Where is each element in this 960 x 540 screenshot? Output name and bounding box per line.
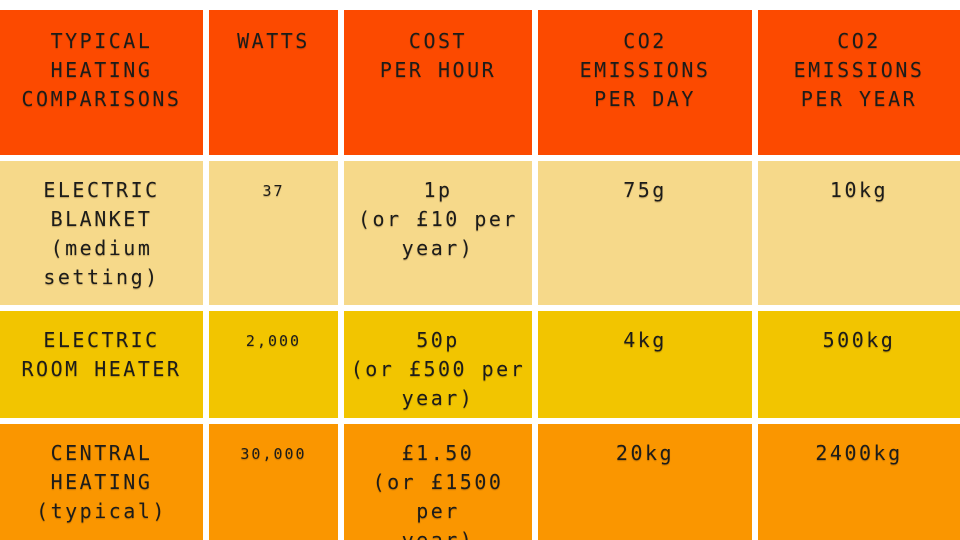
row-electric-blanket-watts: 37 (209, 161, 338, 305)
row-electric-room-heater-watts: 2,000 (209, 311, 338, 418)
row-central-heating-co2-per-year: 2400kg (758, 424, 960, 540)
row-electric-room-heater-cost-per-hour: 50p (or £500 per year) (344, 311, 532, 418)
header-cell-co2-emissions-per-day: CO2 EMISSIONS PER DAY (538, 10, 752, 155)
row-electric-room-heater-co2-per-day: 4kg (538, 311, 752, 418)
header-cell-cost-per-hour: COST PER HOUR (344, 10, 532, 155)
row-electric-blanket-label: ELECTRIC BLANKET (medium setting) (0, 161, 203, 305)
row-electric-room-heater-co2-per-year: 500kg (758, 311, 960, 418)
row-electric-blanket-cost-per-hour: 1p (or £10 per year) (344, 161, 532, 305)
header-cell-watts: WATTS (209, 10, 338, 155)
row-electric-blanket-co2-per-year: 10kg (758, 161, 960, 305)
header-cell-typical-heating-comparisons: TYPICAL HEATING COMPARISONS (0, 10, 203, 155)
row-central-heating-co2-per-day: 20kg (538, 424, 752, 540)
row-central-heating-label: CENTRAL HEATING (typical) (0, 424, 203, 540)
row-central-heating-watts: 30,000 (209, 424, 338, 540)
row-electric-room-heater-label: ELECTRIC ROOM HEATER (0, 311, 203, 418)
row-central-heating-cost-per-hour: £1.50 (or £1500 per year) (344, 424, 532, 540)
row-electric-blanket-co2-per-day: 75g (538, 161, 752, 305)
header-cell-co2-emissions-per-year: CO2 EMISSIONS PER YEAR (758, 10, 960, 155)
